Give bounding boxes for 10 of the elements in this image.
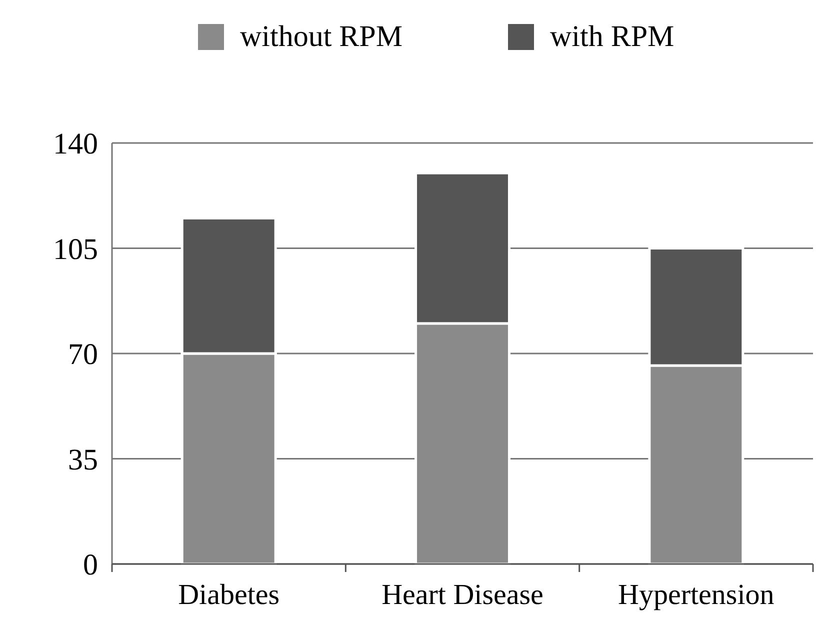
legend-label: without RPM (240, 20, 403, 53)
y-tick-label: 105 (53, 232, 98, 266)
legend-label: with RPM (550, 20, 674, 53)
x-tick-label: Heart Disease (382, 579, 544, 611)
y-tick-label: 140 (53, 128, 98, 160)
y-tick-label: 35 (68, 443, 98, 476)
y-tick-label: 70 (68, 338, 98, 371)
y-tick-label: 0 (83, 548, 98, 582)
x-tick-label: Hypertension (618, 579, 775, 611)
x-tick-label: Diabetes (178, 579, 280, 611)
